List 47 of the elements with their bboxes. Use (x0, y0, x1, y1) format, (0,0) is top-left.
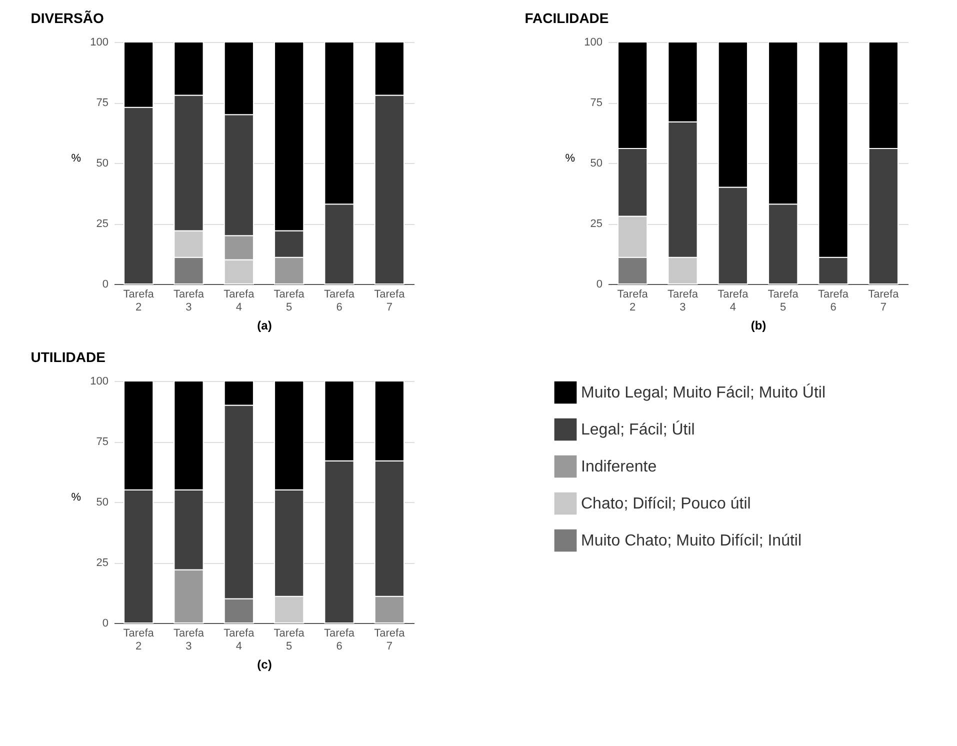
legend-label: Indiferente (581, 458, 657, 476)
chart-title: DIVERSÃO (30, 10, 104, 26)
legend-label: Chato; Difícil; Pouco útil (581, 496, 751, 512)
y-tick-label: 75 (96, 436, 108, 448)
y-tick-label: 50 (590, 158, 602, 170)
x-tick-label: Tarefa 2 (123, 628, 155, 652)
legend-label: Muito Legal; Muito Fácil; Muito Útil (581, 384, 826, 402)
x-tick-label: Tarefa 2 (617, 288, 649, 314)
x-tick-label: Tarefa 7 (868, 288, 900, 314)
y-axis-title: % (71, 492, 82, 504)
x-tick-label: Tarefa 5 (274, 628, 306, 652)
x-axis-title: (a) (257, 318, 272, 332)
x-tick-label: Tarefa 5 (768, 288, 800, 314)
x-tick-label: Tarefa 4 (224, 288, 256, 314)
y-tick-label: 0 (596, 278, 602, 290)
x-tick-label: Tarefa 4 (718, 288, 750, 314)
y-tick-label: 100 (90, 36, 108, 48)
y-tick-label: 0 (102, 278, 108, 290)
x-tick-label: Tarefa 7 (374, 288, 406, 314)
x-tick-label: Tarefa 4 (224, 628, 256, 652)
y-tick-label: 25 (96, 218, 108, 230)
chart-title: FACILIDADE (524, 10, 609, 26)
y-tick-label: 50 (96, 496, 108, 508)
x-tick-label: Tarefa 6 (324, 288, 356, 314)
chart-title: UTILIDADE (30, 349, 106, 365)
x-tick-label: Tarefa 3 (173, 628, 205, 652)
x-tick-label: Tarefa 3 (173, 288, 205, 314)
y-tick-label: 100 (584, 36, 602, 48)
y-tick-label: 25 (590, 218, 602, 230)
x-tick-label: Tarefa 7 (374, 628, 406, 652)
y-tick-label: 75 (96, 97, 108, 109)
legend-label: Legal; Fácil; Útil (581, 420, 695, 438)
x-tick-label: Tarefa 6 (818, 288, 850, 314)
x-tick-label: Tarefa 6 (324, 628, 356, 652)
legend-label: Muito Chato; Muito Difícil; Inútil (581, 532, 802, 550)
y-tick-label: 0 (102, 618, 108, 630)
x-tick-label: Tarefa 5 (274, 288, 306, 314)
x-axis-title: (b) (750, 318, 766, 332)
y-tick-label: 25 (96, 557, 108, 569)
x-axis-title: (c) (257, 658, 272, 672)
y-axis-title: % (71, 152, 82, 164)
y-tick-label: 75 (590, 97, 602, 109)
y-tick-label: 100 (90, 376, 108, 388)
x-tick-label: Tarefa 3 (667, 288, 699, 314)
y-tick-label: 50 (96, 158, 108, 170)
x-tick-label: Tarefa 2 (123, 288, 155, 314)
y-axis-title: % (565, 152, 576, 164)
